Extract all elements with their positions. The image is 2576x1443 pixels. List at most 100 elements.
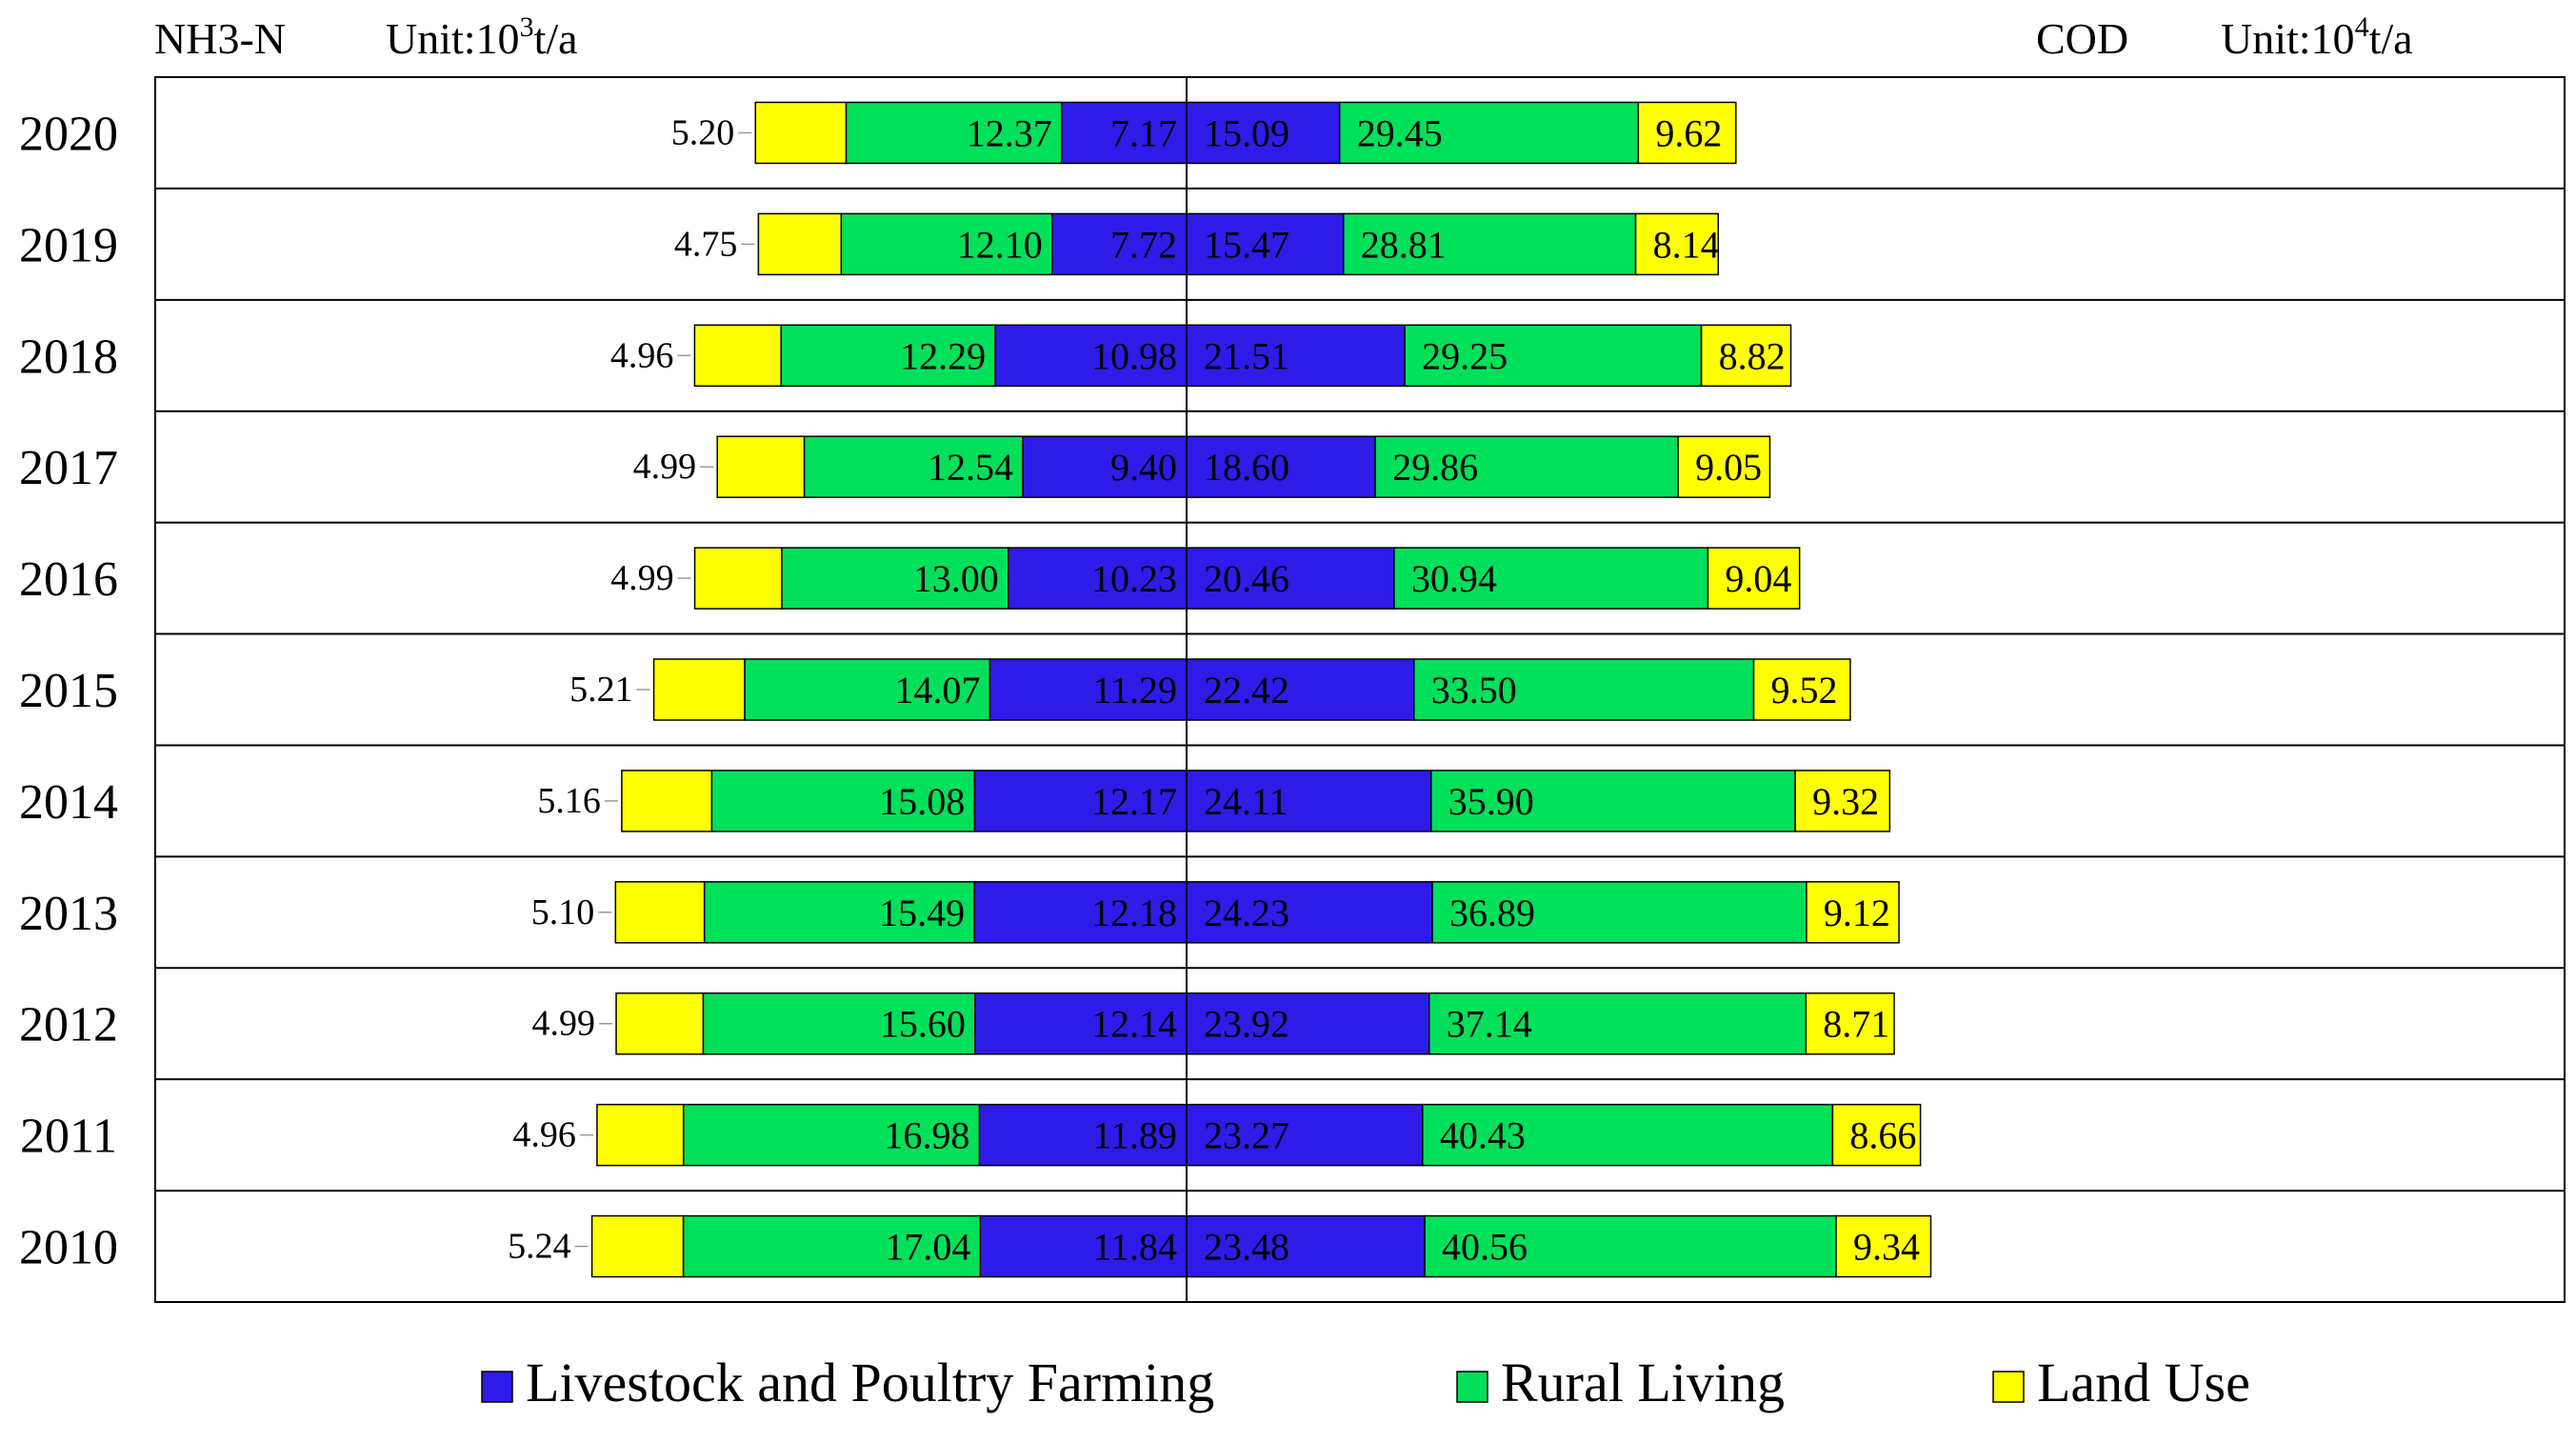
nh3n-bar-land-use [693, 324, 782, 388]
year-label: 2018 [19, 330, 118, 384]
cod-bar-livestock-and-poultry-farming [1186, 992, 1430, 1055]
cod-bar-land-use [1677, 435, 1771, 498]
nh3n-value-label: 12.29 [900, 334, 986, 377]
nh3n-value-label: 17.04 [885, 1226, 970, 1269]
nh3n-value-label: 4.75 [674, 224, 738, 264]
nh3n-value-label: 15.60 [880, 1003, 966, 1046]
nh3n-value-label: 4.96 [512, 1115, 576, 1155]
cod-value-label: 9.62 [1655, 111, 1722, 154]
cod-value-label: 8.71 [1823, 1003, 1889, 1046]
cod-bar-land-use [1835, 1214, 1932, 1278]
cod-value-label: 9.32 [1812, 780, 1879, 823]
nh3n-value-label: 5.21 [569, 670, 633, 710]
nh3n-bar-land-use [716, 435, 806, 498]
cod-bar-rural-living [1422, 1103, 1834, 1167]
nh3n-value-label: 12.10 [957, 223, 1043, 266]
nh3n-value-label: 12.14 [1091, 1003, 1177, 1046]
bars-layer [590, 101, 1932, 1278]
cod-bar-land-use [1707, 547, 1801, 610]
cod-value-label: 33.50 [1431, 669, 1517, 711]
cod-bar-rural-living [1343, 212, 1637, 276]
cod-bar-rural-living [1424, 1214, 1837, 1278]
cod-value-label: 9.04 [1725, 557, 1791, 600]
cod-value-label: 29.25 [1422, 334, 1508, 377]
cod-bar-livestock-and-poultry-farming [1186, 658, 1415, 721]
nh3n-bar-rural-living [744, 658, 991, 721]
nh3n-value-label: 15.49 [879, 892, 965, 934]
legend-swatch-rural-living [1456, 1371, 1488, 1403]
nh3n-value-label: 7.17 [1110, 111, 1177, 154]
cod-unit-exp: 4 [2355, 11, 2369, 43]
nh3n-bar-rural-living [703, 881, 975, 944]
nh3n-bar-rural-living [845, 101, 1063, 165]
nh3n-value-label: 4.96 [610, 335, 674, 375]
nh3n-bar-rural-living [803, 435, 1024, 498]
year-label: 2020 [19, 107, 118, 161]
cod-bar-rural-living [1413, 658, 1755, 721]
cod-title: COD [2036, 14, 2128, 63]
nh3n-bar-rural-living [682, 1103, 981, 1167]
legend-label-livestock-and-poultry-farming: Livestock and Poultry Farming [526, 1352, 1214, 1413]
legend: Livestock and Poultry Farming Rural Livin… [481, 1352, 2250, 1413]
year-label: 2014 [19, 775, 118, 830]
nh3n-value-label: 5.10 [531, 892, 595, 932]
cod-bar-land-use [1831, 1103, 1922, 1167]
cod-value-label: 21.51 [1204, 334, 1289, 377]
cod-value-label: 30.94 [1411, 557, 1497, 600]
nh3n-value-label: 15.08 [879, 780, 965, 823]
nh3n-bar-livestock-and-poultry-farming [1022, 435, 1188, 498]
legend-label-land-use: Land Use [2037, 1352, 2250, 1413]
nh3n-bar-rural-living [710, 770, 976, 832]
nh3n-bar-land-use [693, 547, 783, 610]
cod-value-label: 15.47 [1204, 223, 1289, 266]
nh3n-value-label: 11.29 [1092, 669, 1177, 711]
cod-value-label: 8.14 [1653, 223, 1720, 266]
cod-bar-livestock-and-poultry-farming [1186, 1103, 1424, 1167]
nh3n-title: NH3-N [154, 14, 286, 63]
cod-unit-label: Unit:104t/a [2221, 11, 2413, 63]
cod-bar-livestock-and-poultry-farming [1186, 770, 1432, 832]
nh3n-value-label: 5.16 [537, 781, 601, 821]
cod-bar-land-use [1794, 770, 1891, 832]
cod-bar-livestock-and-poultry-farming [1186, 324, 1406, 388]
nh3n-value-label: 10.98 [1091, 334, 1177, 377]
cod-bar-livestock-and-poultry-farming [1186, 881, 1433, 944]
cod-bar-rural-living [1374, 435, 1679, 498]
cod-value-label: 9.05 [1695, 446, 1762, 489]
nh3n-bar-land-use [757, 212, 843, 276]
nh3n-value-label: 7.72 [1110, 223, 1177, 266]
cod-value-label: 40.56 [1442, 1226, 1528, 1269]
cod-value-label: 29.86 [1392, 446, 1478, 489]
cod-value-label: 24.23 [1204, 892, 1289, 934]
cod-unit-prefix: Unit:10 [2221, 14, 2355, 63]
cod-value-label: 29.45 [1357, 111, 1443, 154]
nh3n-bar-livestock-and-poultry-farming [973, 881, 1188, 944]
cod-value-label: 36.89 [1449, 892, 1535, 934]
nh3n-value-label: 14.07 [894, 669, 980, 711]
nh3n-bar-rural-living [702, 992, 976, 1055]
nh3n-unit-label: Unit:103t/a [386, 11, 578, 63]
nh3n-unit-suffix: t/a [534, 14, 578, 63]
cod-bar-livestock-and-poultry-farming [1186, 212, 1345, 276]
nh3n-bar-land-use [590, 1214, 685, 1278]
cod-value-label: 9.52 [1771, 669, 1838, 711]
nh3n-bar-land-use [614, 881, 706, 944]
cod-value-label: 8.66 [1849, 1114, 1916, 1157]
cod-value-label: 18.60 [1204, 446, 1289, 489]
nh3n-value-label: 12.54 [928, 446, 1013, 489]
nh3n-value-label: 10.23 [1091, 557, 1177, 600]
nh3n-value-label: 4.99 [633, 447, 697, 487]
year-label: 2019 [19, 218, 118, 272]
nh3n-value-label: 11.84 [1092, 1226, 1177, 1269]
nh3n-value-label: 13.00 [913, 557, 999, 600]
nh3n-value-label: 12.17 [1091, 780, 1177, 823]
cod-value-label: 35.90 [1448, 780, 1534, 823]
cod-bar-livestock-and-poultry-farming [1186, 101, 1341, 165]
nh3n-value-label: 12.37 [967, 111, 1052, 154]
cod-bar-rural-living [1430, 770, 1796, 832]
cod-bar-land-use [1752, 658, 1851, 721]
cod-bar-rural-living [1338, 101, 1640, 165]
cod-bar-land-use [1806, 881, 1900, 944]
